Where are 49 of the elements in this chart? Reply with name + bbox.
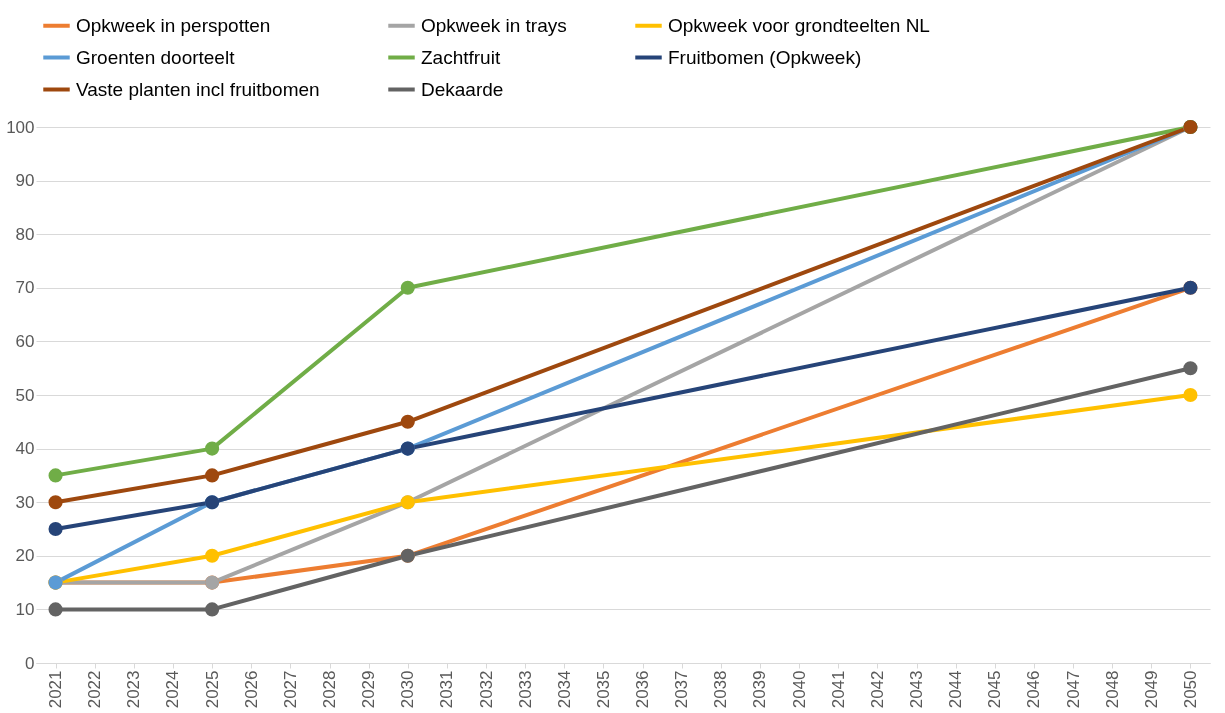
x-tick-label: 2043 — [907, 670, 926, 709]
x-tick-label: 2021 — [46, 670, 66, 709]
x-tick-label: 2040 — [789, 670, 809, 709]
x-tick-label: 2044 — [946, 670, 966, 709]
legend-label: Opkweek voor grondteelten NL — [668, 14, 930, 36]
x-tick-label: 2030 — [398, 670, 418, 709]
y-tick-label: 20 — [15, 546, 35, 566]
legend-label: Opkweek in perspotten — [76, 14, 271, 36]
x-tick-label: 2034 — [554, 670, 574, 709]
y-tick-label: 70 — [15, 278, 35, 298]
x-tick-label: 2045 — [985, 670, 1005, 709]
y-tick-label: 90 — [15, 171, 35, 191]
y-tick-label: 10 — [15, 599, 35, 619]
legend-label: Groenten doorteelt — [76, 46, 236, 68]
x-tick-label: 2025 — [202, 670, 222, 709]
x-tick-label: 2033 — [515, 670, 535, 709]
legend-label: Zachtfruit — [421, 46, 501, 68]
legend-label: Fruitbomen (Opkweek) — [668, 46, 862, 68]
x-tick-label: 2039 — [750, 670, 770, 709]
x-tick-label: 2035 — [593, 670, 613, 709]
x-tick-label: 2036 — [633, 670, 653, 709]
y-tick-label: 80 — [15, 224, 35, 244]
x-tick-label: 2041 — [828, 670, 848, 709]
x-tick-label: 2032 — [476, 670, 496, 709]
y-tick-label: 40 — [15, 439, 35, 459]
x-tick-label: 2027 — [280, 670, 300, 709]
x-tick-label: 2028 — [320, 670, 339, 709]
x-tick-label: 2050 — [1180, 670, 1200, 709]
y-tick-label: 60 — [15, 331, 35, 351]
x-tick-label: 2046 — [1024, 670, 1044, 709]
x-tick-label: 2022 — [85, 670, 105, 709]
legend-label: Dekaarde — [421, 78, 504, 100]
x-tick-label: 2037 — [672, 670, 692, 709]
x-tick-label: 2026 — [241, 670, 261, 709]
legend-label: Opkweek in trays — [421, 14, 567, 36]
x-tick-label: 2024 — [163, 670, 183, 709]
x-tick-label: 2049 — [1141, 670, 1161, 709]
x-tick-label: 2029 — [359, 670, 379, 709]
x-tick-label: 2047 — [1063, 670, 1083, 709]
legend-label: Vaste planten incl fruitbomen — [76, 78, 320, 100]
y-tick-label: 0 — [25, 653, 35, 673]
x-tick-label: 2042 — [867, 670, 887, 709]
x-tick-label: 2023 — [124, 670, 144, 709]
x-tick-label: 2031 — [437, 670, 457, 709]
y-tick-label: 50 — [15, 385, 35, 405]
x-tick-label: 2048 — [1102, 670, 1122, 709]
x-tick-label: 2038 — [711, 670, 731, 709]
y-tick-label: 100 — [6, 117, 35, 137]
y-tick-label: 30 — [15, 492, 35, 512]
